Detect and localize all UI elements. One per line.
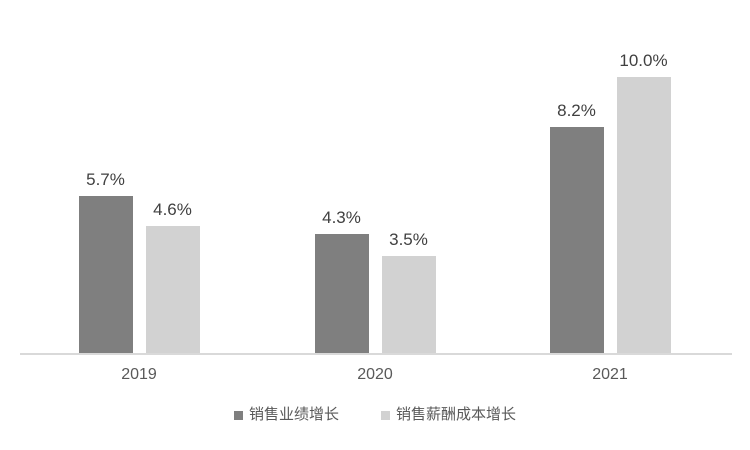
x-axis-tick-label: 2019: [121, 366, 157, 383]
bar-value-label: 10.0%: [619, 51, 668, 70]
legend-item-series-0: 销售业绩增长: [233, 406, 339, 424]
x-axis-tick-label: 2021: [592, 366, 628, 383]
bar-2019-series-0: [78, 196, 133, 353]
legend-label: 销售薪酬成本增长: [396, 406, 517, 423]
bar-value-label: 4.3%: [322, 208, 361, 227]
legend-item-series-1: 销售薪酬成本增长: [381, 406, 516, 424]
x-axis-tick-label: 2020: [357, 366, 393, 383]
legend: 销售业绩增长 销售薪酬成本增长: [0, 406, 750, 424]
bar-2021-series-1: [616, 77, 671, 353]
bar-2020-series-1: [381, 256, 436, 353]
bar-value-label: 5.7%: [86, 170, 125, 189]
bar-2020-series-0: [314, 234, 369, 353]
bar-2021-series-0: [549, 127, 604, 353]
x-axis-line: [20, 353, 732, 355]
bar-value-label: 3.5%: [389, 230, 428, 249]
bar-value-label: 8.2%: [557, 101, 596, 120]
bar-value-label: 4.6%: [153, 200, 192, 219]
legend-swatch-icon: [233, 410, 243, 420]
legend-label: 销售业绩增长: [248, 406, 339, 423]
legend-swatch-icon: [381, 410, 390, 420]
bar-2019-series-1: [145, 226, 200, 353]
